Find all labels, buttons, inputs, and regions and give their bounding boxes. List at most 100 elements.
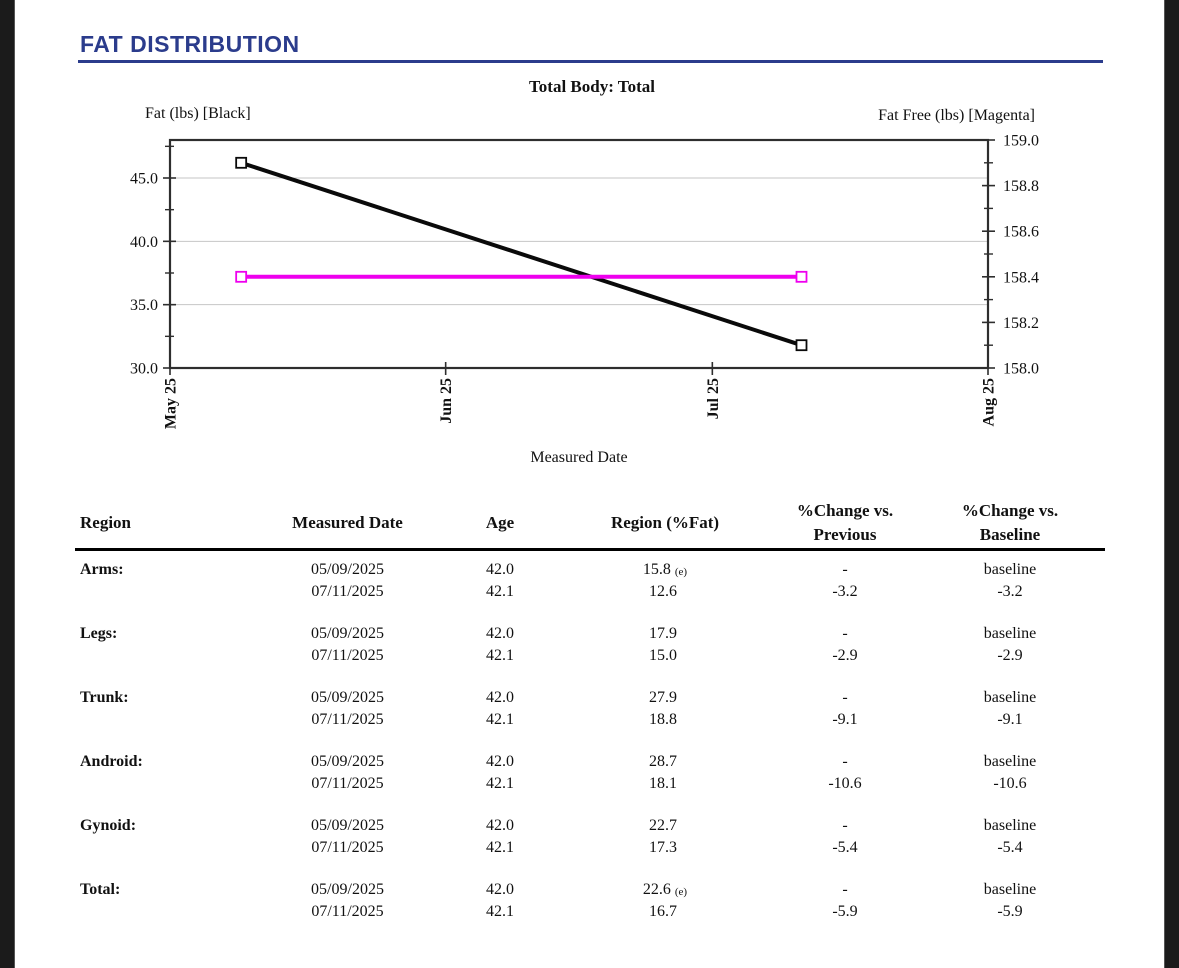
left-tick-label: 45.0 [130,171,158,188]
measured-date-value: 05/09/2025 [311,625,384,642]
table-row: Android: 05/09/2025 42.0 28.7 - baseline [75,751,1105,773]
table-header-row: Region Measured Date Age Region (%Fat) %Chan… [75,499,1105,551]
x-tick-label: May 25 [163,378,180,429]
fat-percent: 17.9 [649,625,677,642]
age-value: 42.1 [486,839,514,856]
region-label [75,645,250,668]
measured-date-value: 05/09/2025 [311,881,384,898]
plot-frame [168,138,990,370]
fat-percent: 22.6 [642,881,671,898]
region-fat-value: 28.7 [555,751,775,774]
region-block: Trunk: 05/09/2025 42.0 27.9 - baseline 0… [75,687,1105,731]
measured-date-value: 07/11/2025 [311,839,384,856]
age-value: 42.0 [486,881,514,898]
region-label [75,773,250,796]
region-fat-value: 12.6 [555,581,775,604]
data-point-marker [235,270,248,283]
fat-percent: 18.1 [649,775,677,792]
change-vs-baseline-value: baseline [983,817,1037,834]
region-fat-value: 18.1 [555,773,775,796]
x-tick-label: Jul 25 [705,378,722,419]
region-fat-value: 15.0 [555,645,775,668]
measured-date-value: 07/11/2025 [311,775,384,792]
right-tick-label: 158.6 [1003,224,1039,241]
region-fat-value: 27.9 [555,687,775,710]
change-vs-baseline-value: -5.9 [997,903,1023,920]
region-label: Android: [80,753,143,770]
x-axis-title: Measured Date [530,449,627,466]
fat-percent: 12.6 [649,583,677,600]
fat-percent: 28.7 [649,753,677,770]
estimated-note: (e) [674,566,688,578]
table-row: Arms: 05/09/2025 42.0 15.8 (e) - baseline [75,559,1105,581]
fat-percent: 27.9 [649,689,677,706]
change-vs-baseline-value: baseline [983,625,1037,642]
change-vs-previous-value: -10.6 [828,775,862,792]
region-label: Trunk: [80,689,129,706]
measured-date-value: 05/09/2025 [311,689,384,706]
table-header-cell: Region (%Fat) [610,513,720,532]
right-tick-label: 158.8 [1003,178,1039,195]
region-label: Legs: [80,625,118,642]
table-header-cell: %Change vs. Previous [796,501,894,544]
fat-percent: 16.7 [649,903,677,920]
fat-percent: 15.8 [642,561,671,578]
table-row: 07/11/2025 42.1 18.8 -9.1 -9.1 [75,709,1105,731]
change-vs-previous-value: -9.1 [832,711,858,728]
left-axis-title: Fat (lbs) [Black] [145,105,251,122]
age-value: 42.1 [486,775,514,792]
left-tick-label: 40.0 [130,234,158,251]
table-row: 07/11/2025 42.1 18.1 -10.6 -10.6 [75,773,1105,795]
region-fat-value: 17.9 [555,623,775,646]
right-tick-label: 158.2 [1003,315,1039,332]
region-label: Total: [80,881,121,898]
change-vs-baseline-value: -5.4 [997,839,1023,856]
fat-percent: 22.7 [649,817,677,834]
x-tick-label: Aug 25 [981,378,998,426]
region-fat-value: 22.7 [555,815,775,838]
age-value: 42.0 [486,817,514,834]
left-tick-label: 30.0 [130,361,158,378]
age-value: 42.0 [486,561,514,578]
age-value: 42.1 [486,583,514,600]
region-fat-value: 15.8 (e) [555,559,775,582]
total-body-trend-plot: Total Body: Total Fat (lbs) [Black] Fat Fr… [130,77,1039,466]
fat-percent: 15.0 [649,647,677,664]
right-axis-title: Fat Free (lbs) [Magenta] [878,107,1035,124]
change-vs-previous-value: -5.4 [832,839,858,856]
measured-date-value: 07/11/2025 [311,903,384,920]
change-vs-baseline-value: -9.1 [997,711,1023,728]
table-row: 07/11/2025 42.1 15.0 -2.9 -2.9 [75,645,1105,667]
region-fat-value: 17.3 [555,837,775,860]
change-vs-previous-value: -5.9 [832,903,858,920]
region-fat-table: Region Measured Date Age Region (%Fat) %Chan… [75,499,1105,943]
table-header-cell: Measured Date [292,513,403,532]
right-tick-label: 159.0 [1003,133,1039,150]
right-tick-label: 158.0 [1003,361,1039,378]
table-row: Trunk: 05/09/2025 42.0 27.9 - baseline [75,687,1105,709]
age-value: 42.1 [486,647,514,664]
measured-date-value: 05/09/2025 [311,753,384,770]
fat-distribution-chart: Total Body: Total Fat (lbs) [Black] Fat Fr… [0,68,1179,470]
table-header-cell: Age [485,513,515,532]
region-block: Android: 05/09/2025 42.0 28.7 - baseline… [75,751,1105,795]
region-label [75,581,250,604]
chart-title: Total Body: Total [529,77,655,96]
table-row: Total: 05/09/2025 42.0 22.6 (e) - baselin… [75,879,1105,901]
region-label: Gynoid: [80,817,137,834]
table-header-cell: %Change vs. Baseline [961,501,1059,544]
fat-percent: 17.3 [649,839,677,856]
table-row: 07/11/2025 42.1 16.7 -5.9 -5.9 [75,901,1105,923]
section-title: FAT DISTRIBUTION [80,31,300,57]
age-value: 42.0 [486,753,514,770]
age-value: 42.0 [486,625,514,642]
change-vs-baseline-value: -2.9 [997,647,1023,664]
data-point-marker [235,156,248,169]
region-label [75,901,250,924]
change-vs-previous-value: -2.9 [832,647,858,664]
region-block: Total: 05/09/2025 42.0 22.6 (e) - baselin… [75,879,1105,923]
change-vs-previous-value: - [842,817,848,834]
change-vs-previous-value: - [842,561,848,578]
fat-percent: 18.8 [649,711,677,728]
